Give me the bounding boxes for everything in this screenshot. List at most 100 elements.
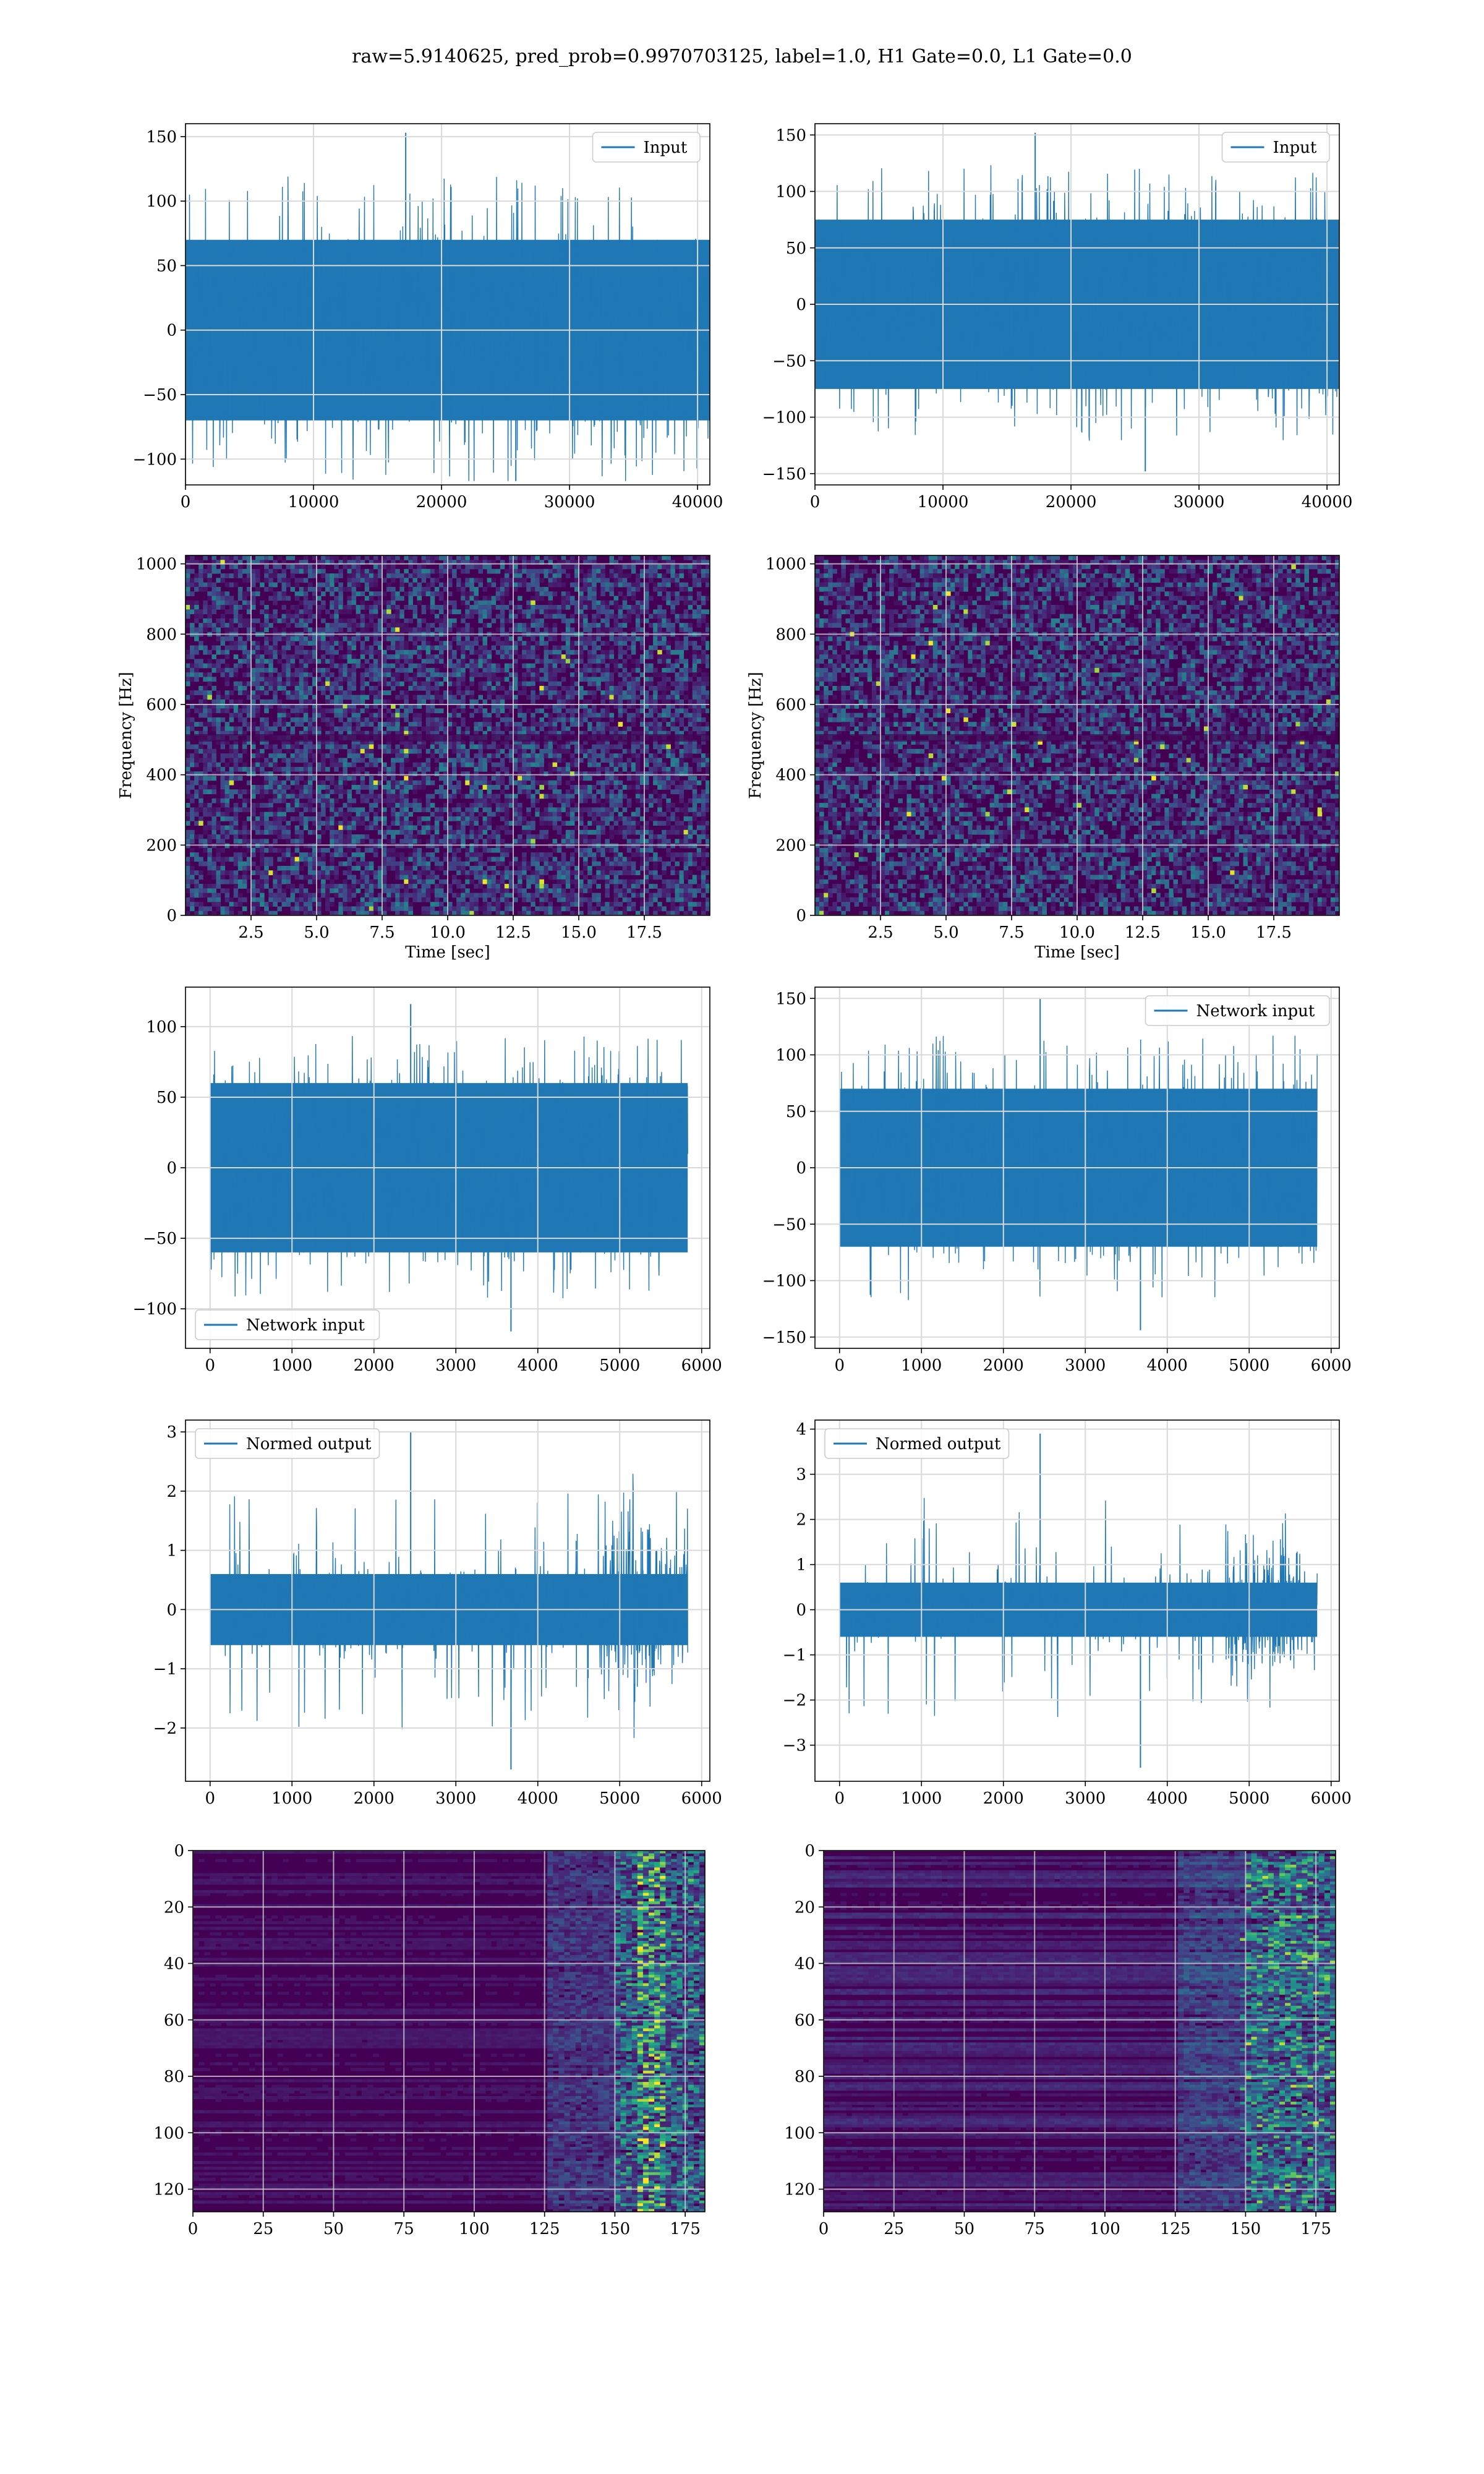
normed-output-l1-ytick-label: 4	[796, 1421, 806, 1439]
feature-map-h1-ytick-label: 120	[153, 2181, 184, 2199]
normed-output-h1-xtick-label: 3000	[435, 1789, 476, 1808]
normed-output-l1-ytick-label: 1	[796, 1556, 806, 1575]
input-l1-ytick-label: 100	[775, 183, 806, 202]
network-input-l1-ytick-label: 150	[775, 990, 806, 1008]
network-input-h1-legend: Network input	[195, 1309, 380, 1340]
feature-map-h1-ytick-label: 20	[164, 1898, 184, 1917]
network-input-l1-axes: 0 1000 2000 3000 4000 5000 6000 −150 −100 −50 0 50 1…	[762, 987, 1352, 1375]
feature-map-l1-ytick-label: 20	[795, 1898, 815, 1917]
normed-output-h1-axes: 0 1000 2000 3000 4000 5000 6000 −2 −1 0 1 2 3 Normed …	[153, 1419, 722, 1808]
input-h1-axes: 0 10000 20000 30000 40000 −100 −50 0 50 100 150 Inp…	[133, 123, 723, 511]
feature-map-h1-axes: 0 25 50 75 100 125 150 175 0 20 40 60 80 100 120	[153, 1842, 706, 2238]
spectrogram-h1-ytick-label: 800	[146, 625, 177, 644]
spectrogram-l1-xtick-label: 12.5	[1125, 923, 1161, 942]
network-input-l1-legend-label: Network input	[1196, 1002, 1315, 1021]
normed-output-l1-xtick-label: 3000	[1065, 1789, 1106, 1808]
network-input-l1-ytick-label: 0	[796, 1159, 806, 1178]
feature-map-l1-ytick-label: 120	[784, 2181, 815, 2199]
normed-output-l1-xtick-label: 2000	[983, 1789, 1024, 1808]
spectrogram-l1-ytick-label: 200	[775, 836, 806, 855]
normed-output-l1-series-line	[839, 1497, 1318, 1718]
network-input-h1-legend-label: Network input	[246, 1316, 365, 1335]
normed-output-l1-ytick-label: 0	[796, 1601, 806, 1620]
network-input-l1-xtick-label: 5000	[1229, 1356, 1269, 1375]
normed-output-l1-xtick-label: 1000	[901, 1789, 942, 1808]
spectrogram-h1-xtick-label: 2.5	[238, 923, 263, 942]
network-input-h1-xtick-label: 4000	[518, 1356, 558, 1375]
input-l1-xtick-label: 0	[810, 493, 821, 511]
spectrogram-l1-axes: 2.5 5.0 7.5 10.0 12.5 15.0 17.5 0 200 400 600 800 10…	[746, 555, 1340, 962]
input-h1-xtick-label: 30000	[544, 493, 595, 511]
normed-output-l1-ytick-label: −1	[783, 1646, 806, 1665]
feature-map-l1-xtick-label: 100	[1090, 2220, 1120, 2238]
normed-output-l1-xtick-label: 4000	[1147, 1789, 1188, 1808]
normed-output-l1-grid	[815, 1420, 1339, 1781]
feature-map-h1-xtick-label: 0	[188, 2220, 198, 2238]
normed-output-h1-xtick-label: 0	[205, 1789, 215, 1808]
feature-map-h1-ytick-label: 0	[174, 1842, 184, 1860]
spectrogram-l1-xtick-label: 15.0	[1190, 923, 1226, 942]
normed-output-l1-axes: 0 1000 2000 3000 4000 5000 6000 −3 −2 −1 0 1 2 3 4 Norm…	[783, 1419, 1352, 1808]
network-input-h1-series-line	[210, 1036, 688, 1299]
normed-output-l1-xtick-label: 0	[834, 1789, 845, 1808]
normed-output-h1-xtick-label: 5000	[599, 1789, 640, 1808]
feature-map-l1-axes: 0 25 50 75 100 125 150 175 0 20 40 60 80 100 120	[784, 1842, 1336, 2238]
network-input-h1-ytick-label: 0	[166, 1159, 177, 1178]
feature-map-l1-xtick-label: 0	[819, 2220, 829, 2238]
input-h1-xtick-label: 40000	[672, 493, 723, 511]
network-input-h1-ytick-label: 50	[156, 1089, 177, 1107]
input-h1-ytick-label: −50	[143, 386, 177, 404]
network-input-l1-xtick-label: 4000	[1147, 1356, 1188, 1375]
spectrogram-h1-ytick-label: 400	[146, 766, 177, 785]
normed-output-h1-ytick-label: 1	[166, 1542, 177, 1560]
network-input-h1-xtick-label: 5000	[599, 1356, 640, 1375]
network-input-l1-grid	[815, 987, 1339, 1348]
feature-map-h1-xtick-label: 150	[600, 2220, 631, 2238]
axes-container: 0 10000 20000 30000 40000−100−50050100150Inp…	[117, 123, 1352, 2238]
network-input-h1-xtick-label: 1000	[271, 1356, 312, 1375]
input-h1-xtick-label: 20000	[416, 493, 467, 511]
spectrogram-h1-xtick-label: 7.5	[369, 923, 394, 942]
input-h1-series-line	[186, 176, 710, 481]
feature-map-h1-plot-area	[193, 1851, 705, 2212]
input-h1-xtick-label: 0	[181, 493, 191, 511]
input-l1-plot-area	[815, 132, 1339, 472]
network-input-h1-xtick-label: 6000	[681, 1356, 722, 1375]
input-l1-ytick-label: −150	[762, 465, 806, 484]
input-h1-ytick-label: −100	[133, 450, 177, 469]
network-input-l1-ytick-label: −150	[762, 1329, 806, 1347]
input-h1-ytick-label: 150	[146, 128, 177, 147]
input-h1-frame	[185, 123, 710, 486]
spectrogram-l1-ylabel: Frequency [Hz]	[746, 672, 765, 799]
spectrogram-h1-ytick-label: 0	[166, 907, 177, 925]
network-input-h1-xtick-label: 3000	[435, 1356, 476, 1375]
feature-map-h1-ytick-label: 40	[164, 1955, 184, 1974]
normed-output-h1-xtick-label: 1000	[271, 1789, 312, 1808]
normed-output-h1-ytick-label: 2	[166, 1483, 177, 1501]
spectrogram-h1-xtick-label: 5.0	[304, 923, 329, 942]
spectrogram-l1-ytick-label: 600	[775, 696, 806, 714]
input-h1-legend-label: Input	[644, 139, 688, 157]
feature-map-h1-xtick-label: 25	[253, 2220, 273, 2238]
feature-map-h1-xtick-label: 75	[394, 2220, 414, 2238]
feature-map-h1-xtick-label: 100	[459, 2220, 490, 2238]
normed-output-l1-frame	[814, 1419, 1340, 1782]
input-h1-plot-area	[186, 132, 710, 481]
normed-output-l1-xtick-label: 6000	[1311, 1789, 1352, 1808]
spectrogram-h1-axes: 2.5 5.0 7.5 10.0 12.5 15.0 17.5 0 200 400 600 800 10…	[117, 555, 710, 962]
spectrogram-h1-xtick-label: 10.0	[430, 923, 466, 942]
input-l1-ytick-label: −50	[772, 352, 806, 370]
network-input-l1-legend: Network input	[1145, 995, 1330, 1026]
feature-map-l1-ytick-label: 100	[784, 2124, 815, 2142]
normed-output-l1-xtick-label: 5000	[1229, 1789, 1269, 1808]
network-input-l1-xtick-label: 6000	[1311, 1356, 1352, 1375]
network-input-l1-ytick-label: −100	[762, 1272, 806, 1291]
input-l1-ytick-label: 50	[786, 239, 806, 258]
input-l1-axes: 0 10000 20000 30000 40000 −150 −100 −50 0 50 100 15…	[762, 123, 1352, 511]
spectrogram-h1-xtick-label: 17.5	[626, 923, 662, 942]
network-input-l1-ytick-label: 50	[786, 1103, 806, 1121]
spectrogram-l1-ytick-label: 400	[775, 766, 806, 785]
network-input-h1-ytick-label: −100	[133, 1300, 177, 1319]
normed-output-h1-ytick-label: −2	[153, 1719, 177, 1738]
